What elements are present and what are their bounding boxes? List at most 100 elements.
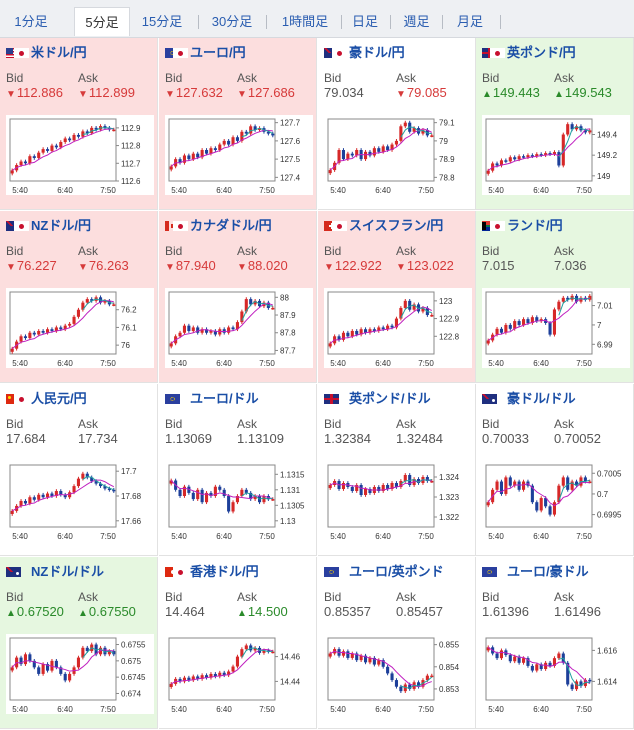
rate-card[interactable]: NZドル/円 Bid Ask ▼76.227 ▼76.263 76.2 76.1 76 5:40… bbox=[0, 211, 158, 383]
candle-body bbox=[557, 653, 561, 659]
plot-frame bbox=[485, 637, 593, 701]
candlestick-chart[interactable]: 149.4 149.2 149 5:40 6:40 7:50 bbox=[482, 115, 630, 195]
candlestick-chart[interactable]: 7.01 7 6.99 5:40 6:40 7:50 bbox=[482, 288, 630, 368]
rate-card[interactable]: 米ドル/円 Bid Ask ▼112.886 ▼112.899 112.9 112.8 112… bbox=[0, 38, 158, 210]
ask-value: 0.70052 bbox=[554, 431, 601, 446]
rate-card[interactable]: 英ポンド/円 Bid Ask ▲149.443 ▲149.543 149.4 149.2 14… bbox=[476, 38, 634, 210]
candle-body bbox=[566, 124, 570, 135]
candle-body bbox=[19, 336, 23, 342]
pair-title-link[interactable]: 豪ドル/ドル bbox=[482, 391, 576, 407]
bid-value: 1.13069 bbox=[165, 431, 212, 446]
x-tick-label: 5:40 bbox=[12, 705, 28, 714]
candle-body bbox=[196, 153, 200, 158]
tab-4[interactable]: 30分足 bbox=[211, 14, 253, 29]
pair-title-link[interactable]: 英ポンド/円 bbox=[482, 45, 576, 61]
pair-title-link[interactable]: ユーロ/ドル bbox=[165, 391, 259, 407]
ma-line bbox=[170, 648, 273, 685]
candle-body bbox=[112, 129, 116, 132]
bid-label: Bid bbox=[324, 71, 342, 85]
candle-body bbox=[557, 152, 561, 166]
candlestick-chart[interactable]: 123 122.9 122.8 5:40 6:40 7:50 bbox=[324, 288, 472, 368]
candle-body bbox=[28, 332, 32, 339]
rate-card[interactable]: 英ポンド/ドル Bid Ask 1.32384 1.32484 1.324 1.323 1.3… bbox=[318, 384, 476, 556]
candle-body bbox=[63, 494, 67, 498]
candle-body bbox=[548, 662, 552, 666]
rate-card[interactable]: スイスフラン/円 Bid Ask ▼122.922 ▼123.022 123 122.9 12… bbox=[318, 211, 476, 383]
pair-title-link[interactable]: 英ポンド/ドル bbox=[324, 391, 431, 407]
rate-card[interactable]: 人民元/円 Bid Ask 17.684 17.734 17.7 17.68 17.66 5:4… bbox=[0, 384, 158, 556]
rate-card[interactable]: NZドル/ドル Bid Ask ▲0.67520 ▲0.67550 0.6755 0.675… bbox=[0, 557, 158, 729]
candlestick-chart[interactable]: 1.324 1.323 1.322 5:40 6:40 7:50 bbox=[324, 461, 472, 541]
rate-card[interactable]: 豪ドル/ドル Bid Ask 0.70033 0.70052 0.7005 0.7 0.699… bbox=[476, 384, 634, 556]
candlestick-chart[interactable]: 127.7 127.6 127.5 127.4 5:40 6:40 7:50 bbox=[165, 115, 313, 195]
rate-card[interactable]: ユーロ/円 Bid Ask ▼127.632 ▼127.686 127.7 127.6 127… bbox=[159, 38, 317, 210]
candlestick-chart[interactable]: 88 87.9 87.8 87.7 5:40 6:40 7:50 bbox=[165, 288, 313, 368]
candle-body bbox=[107, 651, 111, 655]
candle-body bbox=[430, 481, 434, 483]
candlestick-chart[interactable]: 0.6755 0.675 0.6745 0.674 5:40 6:40 7:50 bbox=[6, 634, 154, 714]
tab-1[interactable]: 1分足 bbox=[14, 14, 48, 29]
candlestick-chart[interactable]: 1.1315 1.131 1.1305 1.13 5:40 6:40 7:50 bbox=[165, 461, 313, 541]
plot-frame bbox=[9, 464, 117, 528]
candlestick-chart[interactable]: 14.46 14.44 5:40 6:40 7:50 bbox=[165, 634, 313, 714]
candle-body bbox=[169, 343, 173, 347]
jp-flag-icon bbox=[14, 567, 29, 577]
pair-title-link[interactable]: 香港ドル/円 bbox=[165, 564, 259, 580]
rate-card[interactable]: カナダドル/円 Bid Ask ▼87.940 ▼88.020 88 87.9 87.8 87.… bbox=[159, 211, 317, 383]
candlestick-chart[interactable]: 112.9 112.8 112.7 112.6 5:40 6:40 7:50 bbox=[6, 115, 154, 195]
ask-label: Ask bbox=[396, 590, 417, 604]
tab-2[interactable]: 5分足 bbox=[74, 7, 130, 36]
rate-card[interactable]: 香港ドル/円 Bid Ask 14.464 ▲14.500 14.46 14.44 5:40 6… bbox=[159, 557, 317, 729]
up-arrow-icon: ▲ bbox=[78, 608, 88, 619]
rate-card[interactable]: ランド/円 Bid Ask 7.015 7.036 7.01 7 6.99 5:40 6:40 7:… bbox=[476, 211, 634, 383]
pair-title-link[interactable]: 豪ドル/円 bbox=[324, 45, 405, 61]
pair-title-link[interactable]: ユーロ/円 bbox=[165, 45, 246, 61]
pair-title-link[interactable]: 米ドル/円 bbox=[6, 45, 87, 61]
y-tick-label: 7 bbox=[597, 321, 602, 330]
pair-name: ユーロ/ドル bbox=[190, 391, 259, 406]
tab-7[interactable]: 週足 bbox=[403, 14, 430, 29]
candle-body bbox=[403, 475, 407, 481]
candlestick-chart[interactable]: 1.616 1.614 5:40 6:40 7:50 bbox=[482, 634, 630, 714]
x-tick-label: 7:50 bbox=[576, 186, 592, 195]
bid-price: 1.61396 bbox=[482, 604, 529, 619]
x-tick-label: 7:50 bbox=[418, 705, 434, 714]
pair-title-link[interactable]: ユーロ/豪ドル bbox=[482, 564, 589, 580]
candle-body bbox=[85, 131, 89, 134]
y-tick-label: 7.01 bbox=[597, 302, 613, 311]
pair-name: ランド/円 bbox=[507, 218, 563, 233]
candlestick-chart[interactable]: 17.7 17.68 17.66 5:40 6:40 7:50 bbox=[6, 461, 154, 541]
x-tick-label: 6:40 bbox=[57, 705, 73, 714]
pair-title-link[interactable]: 人民元/円 bbox=[6, 391, 87, 407]
tab-5[interactable]: 1時間足 bbox=[281, 14, 329, 29]
rate-card[interactable]: ユーロ/豪ドル Bid Ask 1.61396 1.61496 1.616 1.614 5:4… bbox=[476, 557, 634, 729]
candle-body bbox=[359, 485, 363, 495]
tab-8[interactable]: 月足 bbox=[456, 14, 483, 29]
candle-body bbox=[517, 156, 521, 160]
ask-price: 88.020 bbox=[247, 258, 288, 273]
candlestick-chart[interactable]: 0.855 0.854 0.853 5:40 6:40 7:50 bbox=[324, 634, 472, 714]
pair-title-link[interactable]: スイスフラン/円 bbox=[324, 218, 443, 234]
pair-title-link[interactable]: ランド/円 bbox=[482, 218, 563, 234]
candle-body bbox=[54, 491, 58, 496]
candlestick-chart[interactable]: 76.2 76.1 76 5:40 6:40 7:50 bbox=[6, 288, 154, 368]
x-tick-label: 7:50 bbox=[418, 532, 434, 541]
candle-body bbox=[218, 144, 222, 150]
ma-short-line bbox=[241, 300, 273, 322]
candle-body bbox=[508, 655, 512, 662]
jp-flag-icon bbox=[173, 567, 188, 577]
jp-flag-icon bbox=[332, 394, 347, 404]
tab-6[interactable]: 日足 bbox=[351, 14, 378, 29]
candle-body bbox=[191, 492, 195, 500]
candlestick-chart[interactable]: 79.1 79 78.9 78.8 5:40 6:40 7:50 bbox=[324, 115, 472, 195]
rate-card[interactable]: ユーロ/ドル Bid Ask 1.13069 1.13109 1.1315 1.131 1.1… bbox=[159, 384, 317, 556]
pair-title-link[interactable]: NZドル/円 bbox=[6, 218, 91, 234]
rate-card[interactable]: 豪ドル/円 Bid Ask 79.034 ▼79.085 79.1 79 78.9 78.8 5:… bbox=[318, 38, 476, 210]
candlestick-chart[interactable]: 0.7005 0.7 0.6995 5:40 6:40 7:50 bbox=[482, 461, 630, 541]
pair-title-link[interactable]: NZドル/ドル bbox=[6, 564, 104, 580]
rate-card[interactable]: ユーロ/英ポンド Bid Ask 0.85357 0.85457 0.855 0.854 0.… bbox=[318, 557, 476, 729]
tab-3[interactable]: 15分足 bbox=[141, 14, 183, 29]
pair-title-link[interactable]: ユーロ/英ポンド bbox=[324, 564, 444, 580]
pair-title-link[interactable]: カナダドル/円 bbox=[165, 218, 272, 234]
candle-body bbox=[368, 151, 372, 156]
